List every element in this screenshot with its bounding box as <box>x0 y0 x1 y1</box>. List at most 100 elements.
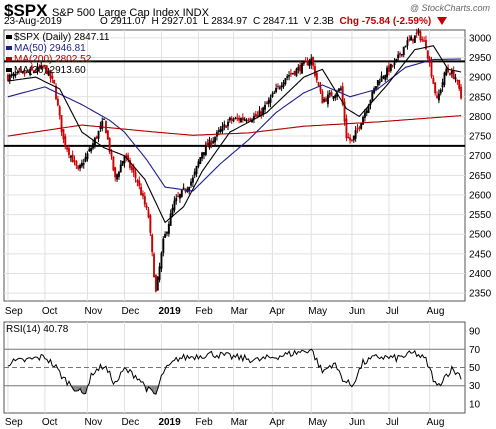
candle-body <box>397 54 400 59</box>
candle-body <box>123 156 126 164</box>
candle-body <box>291 72 294 75</box>
candle-body <box>217 130 220 132</box>
candle-body <box>389 64 392 72</box>
quote-line: O 2911.07 H 2927.01 L 2834.97 C 2847.11 … <box>100 16 447 27</box>
rsi-x-tick-label: 2019 <box>158 417 181 428</box>
rsi-oversold-fill <box>71 385 353 395</box>
price-x-tick-label: Apr <box>269 306 285 317</box>
legend-label: MA(20) 2913.60 <box>14 65 86 76</box>
rsi-x-tick-label: May <box>308 417 327 428</box>
candle-body <box>221 125 224 132</box>
candle-body <box>295 68 298 77</box>
low-value: L 2834.97 <box>203 16 248 27</box>
candle-body <box>243 118 246 121</box>
price-x-tick-label: Sep <box>5 306 23 317</box>
candle-body <box>114 167 117 178</box>
candle-body <box>317 82 320 86</box>
candle-body <box>421 39 424 41</box>
candle-body <box>299 65 302 72</box>
candle-body <box>80 162 83 167</box>
candle-body <box>160 252 163 269</box>
candle-body <box>413 35 416 43</box>
candle-body <box>103 118 106 120</box>
candle-body <box>441 82 444 88</box>
price-y-tick-label: 2400 <box>469 269 492 280</box>
candle-body <box>265 102 268 105</box>
candle-body <box>164 233 167 238</box>
legend-swatch <box>6 35 12 39</box>
candle-body <box>75 161 78 166</box>
candle-body <box>154 274 157 292</box>
candle-body <box>406 40 409 46</box>
candle-body <box>260 111 263 115</box>
candle-body <box>47 70 50 76</box>
candle-body <box>36 66 39 72</box>
candle-body <box>312 57 315 66</box>
candle-body <box>188 186 191 192</box>
candle-body <box>334 94 337 98</box>
candle-body <box>430 60 433 77</box>
candle-body <box>424 40 427 50</box>
price-y-tick-label: 2750 <box>469 132 492 143</box>
candle-body <box>241 117 244 120</box>
candle-body <box>141 193 144 197</box>
candle-body <box>454 77 457 80</box>
candle-body <box>77 166 80 169</box>
candle-body <box>293 71 296 75</box>
candle-body <box>302 61 305 64</box>
rsi-y-tick-label: 10 <box>469 399 481 410</box>
candle-body <box>201 152 204 159</box>
candle-body <box>412 38 414 42</box>
candle-body <box>363 112 366 118</box>
volume-value: V 2.3B <box>303 16 334 27</box>
rsi-x-tick-label: Feb <box>195 417 213 428</box>
rsi-x-tick-label: Sep <box>5 417 23 428</box>
candle-body <box>240 118 242 123</box>
candle-body <box>190 181 192 186</box>
rsi-panel-frame <box>3 321 466 414</box>
price-y-tick-label: 2500 <box>469 230 492 241</box>
candle-body <box>105 120 107 134</box>
open-value: O 2911.07 <box>100 16 146 27</box>
candle-body <box>151 234 154 253</box>
candle-body <box>106 130 109 140</box>
candle-body <box>304 60 307 62</box>
candle-body <box>288 75 291 77</box>
candle-body <box>208 139 211 148</box>
candle-body <box>230 118 233 121</box>
candle-body <box>204 144 207 155</box>
candle-body <box>145 205 148 209</box>
candle-body <box>286 76 289 78</box>
candle-body <box>369 100 372 105</box>
rsi-y-tick-label: 50 <box>469 363 481 374</box>
candle-body <box>210 141 213 145</box>
candle-body <box>428 57 431 63</box>
candle-body <box>450 70 453 75</box>
series-line-ma20 <box>7 45 462 224</box>
candle-body <box>6 74 9 81</box>
candle-body <box>203 152 205 156</box>
candle-body <box>356 128 359 130</box>
candle-body <box>92 143 94 149</box>
legend-swatch <box>6 68 12 72</box>
price-y-tick-label: 2350 <box>469 289 492 300</box>
candle-body <box>347 136 350 139</box>
rsi-x-tick-label: Dec <box>121 417 139 428</box>
candle-body <box>64 136 67 147</box>
candle-body <box>319 86 322 92</box>
candle-body <box>380 75 383 82</box>
candle-body <box>252 116 255 120</box>
candle-body <box>234 117 237 120</box>
price-y-tick-label: 2950 <box>469 53 492 64</box>
candle-body <box>132 167 135 173</box>
candle-body <box>119 164 122 173</box>
candle-body <box>251 119 254 123</box>
candle-body <box>258 110 261 117</box>
candle-body <box>352 135 355 141</box>
candles-group <box>6 28 463 293</box>
legend-swatch <box>6 46 12 50</box>
price-y-tick-label: 2550 <box>469 210 492 221</box>
candle-body <box>399 53 401 56</box>
candle-body <box>182 187 185 190</box>
